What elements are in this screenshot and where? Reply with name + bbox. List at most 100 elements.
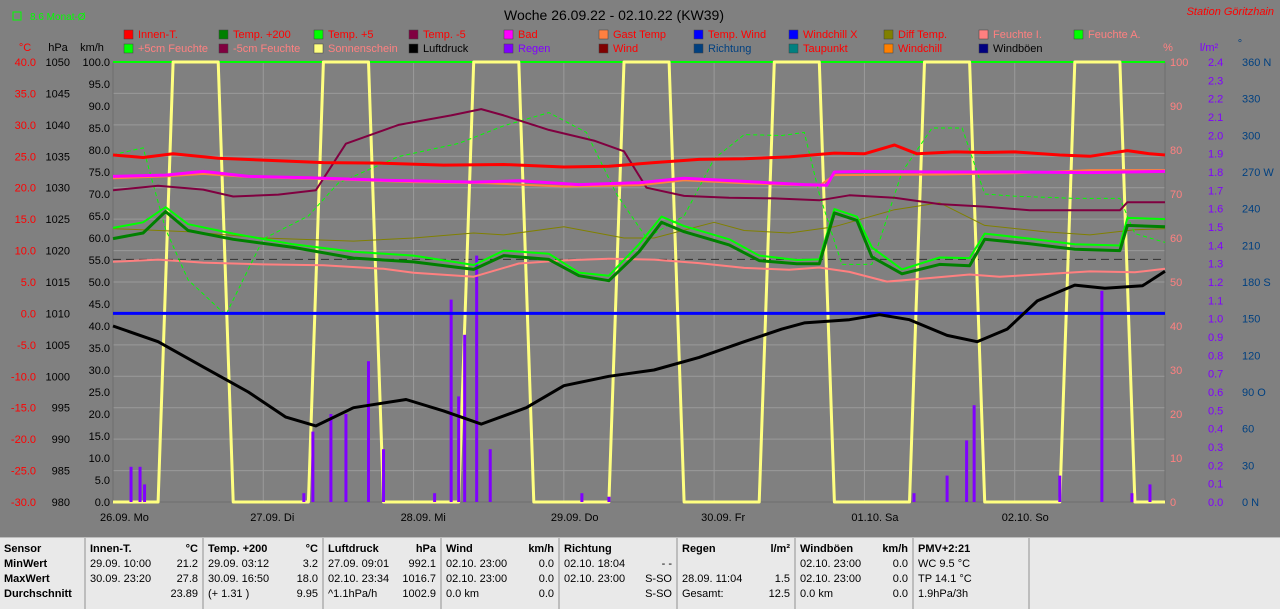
rain-bar (457, 396, 461, 502)
legend-label: Feuchte A. (1088, 29, 1141, 41)
rain-bar (366, 361, 370, 502)
rain-unit-label: l/m² (1200, 42, 1219, 54)
rain-tick-label: 1.9 (1208, 149, 1223, 161)
rain-bar (972, 405, 976, 502)
direction-tick-label: 30 (1242, 460, 1254, 472)
rain-tick-label: 1.7 (1208, 185, 1223, 197)
pressure-tick-label: 980 (52, 497, 70, 509)
legend-label: Bad (518, 29, 538, 41)
temp-tick-label: 35.0 (15, 88, 36, 100)
wind-tick-label: 80.0 (89, 145, 110, 157)
stats-column-title: Temp. +200 (208, 543, 268, 555)
direction-tick-label: 210 (1242, 240, 1260, 252)
legend-swatch (788, 29, 799, 40)
rain-bar (475, 255, 479, 502)
stats-cell-value: 0.0 (892, 573, 908, 585)
pressure-tick-label: 1040 (46, 120, 70, 132)
series-line-bad (112, 169, 1166, 187)
rain-tick-label: 0.7 (1208, 369, 1223, 381)
pressure-tick-label: 1025 (46, 214, 70, 226)
legend-item: Innen-T. (123, 29, 178, 41)
temp-tick-label: 5.0 (21, 277, 36, 289)
rain-bar (945, 475, 949, 502)
x-tick-label: 30.09. Fr (701, 512, 745, 524)
temp-tick-label: -10.0 (11, 371, 36, 383)
rain-tick-label: 0.2 (1208, 460, 1223, 472)
rain-tick-label: 2.3 (1208, 75, 1223, 87)
stats-cell-time: 02.10. 23:34 (328, 573, 390, 585)
chart-grid (112, 61, 1166, 503)
legend-swatch (978, 29, 989, 40)
stats-label-avg: Durchschnitt (4, 588, 72, 600)
rain-tick-label: 2.4 (1208, 57, 1223, 69)
legend-swatch (598, 43, 609, 54)
pressure-tick-label: 1020 (46, 246, 70, 258)
rain-bar (302, 493, 306, 502)
legend-item: Temp. -5 (408, 29, 466, 41)
pressure-tick-label: 985 (52, 466, 70, 478)
legend-swatch (313, 43, 324, 54)
stats-column: Temp. +200 °C 29.09. 03:12 3.2 30.09. 16:50 1… (204, 538, 324, 609)
stats-column-title: Innen-T. (90, 543, 132, 555)
legend-label: Regen (518, 43, 550, 55)
rain-bar (1148, 484, 1152, 502)
stats-cell-time: 28.09. 11:04 (682, 573, 743, 585)
legend-label: Diff Temp. (898, 29, 947, 41)
legend-item: Bad (503, 29, 538, 41)
rain-tick-label: 2.2 (1208, 94, 1223, 106)
legend-label: Wind (613, 43, 638, 55)
humidity-tick-label: 80 (1170, 145, 1182, 157)
legend-label: Feuchte I. (993, 29, 1042, 41)
rain-tick-label: 0.0 (1208, 497, 1223, 509)
rain-tick-label: 1.2 (1208, 277, 1223, 289)
wind-tick-label: 70.0 (89, 189, 110, 201)
direction-tick-label: 0 N (1242, 497, 1259, 509)
stats-cell-value: - - (661, 558, 672, 570)
humidity-tick-label: 100 (1170, 57, 1188, 69)
temp-tick-label: 25.0 (15, 151, 36, 163)
stats-cell-value: 0.0 (892, 588, 908, 600)
wind-tick-label: 40.0 (89, 321, 110, 333)
legend-swatch (978, 43, 989, 54)
legend-item: Windchill X (788, 29, 858, 41)
temp-tick-label: -25.0 (11, 466, 36, 478)
x-tick-label: 28.09. Mi (401, 512, 446, 524)
stats-column: Richtung 02.10. 18:04 - - 02.10. 23:00 S-SO S… (560, 538, 678, 609)
stats-cell-time: 1.9hPa/3h (918, 588, 969, 600)
chart-legend: Innen-T. Temp. +200 Temp. +5 Temp. -5 Bad Gas… (123, 29, 1141, 55)
legend-label: Temp. +5 (328, 29, 374, 41)
stats-column-unit: °C (305, 543, 318, 555)
stats-cell-time: ^1.1hPa/h (328, 588, 378, 600)
wind-tick-label: 5.0 (95, 475, 110, 487)
temp-tick-label: 10.0 (15, 246, 36, 258)
stats-cell-value: 1.5 (774, 573, 790, 585)
stats-cell-time: (+ 1.31 ) (208, 588, 250, 600)
legend-swatch (883, 43, 894, 54)
series-line-temp-5 (112, 108, 1165, 212)
stats-cell-value: 23.89 (170, 588, 198, 600)
direction-tick-label: 300 (1242, 130, 1260, 142)
wind-tick-label: 35.0 (89, 343, 110, 355)
stats-cell-value: 3.2 (302, 558, 318, 570)
legend-swatch (123, 29, 134, 40)
stats-cell-value: S-SO (645, 588, 672, 600)
wind-tick-label: 30.0 (89, 365, 110, 377)
stats-cell-value: S-SO (645, 573, 672, 585)
legend-swatch (693, 43, 704, 54)
temp-tick-label: -20.0 (11, 434, 36, 446)
pressure-tick-label: 1050 (46, 57, 70, 69)
monthly-avg-checkbox[interactable] (12, 11, 22, 21)
direction-tick-label: 150 (1242, 314, 1260, 326)
rain-bar (449, 299, 453, 502)
legend-item: Windchill (883, 43, 942, 55)
rain-bar (382, 449, 386, 502)
legend-swatch (503, 29, 514, 40)
legend-swatch (788, 43, 799, 54)
wind-tick-label: 0.0 (95, 497, 110, 509)
rain-bar (607, 496, 611, 502)
pressure-tick-label: 1045 (46, 88, 70, 100)
rain-tick-label: 0.6 (1208, 387, 1223, 399)
stats-cell-value: 9.95 (296, 588, 318, 600)
x-tick-label: 01.10. Sa (851, 512, 899, 524)
rain-bar (1058, 475, 1062, 502)
